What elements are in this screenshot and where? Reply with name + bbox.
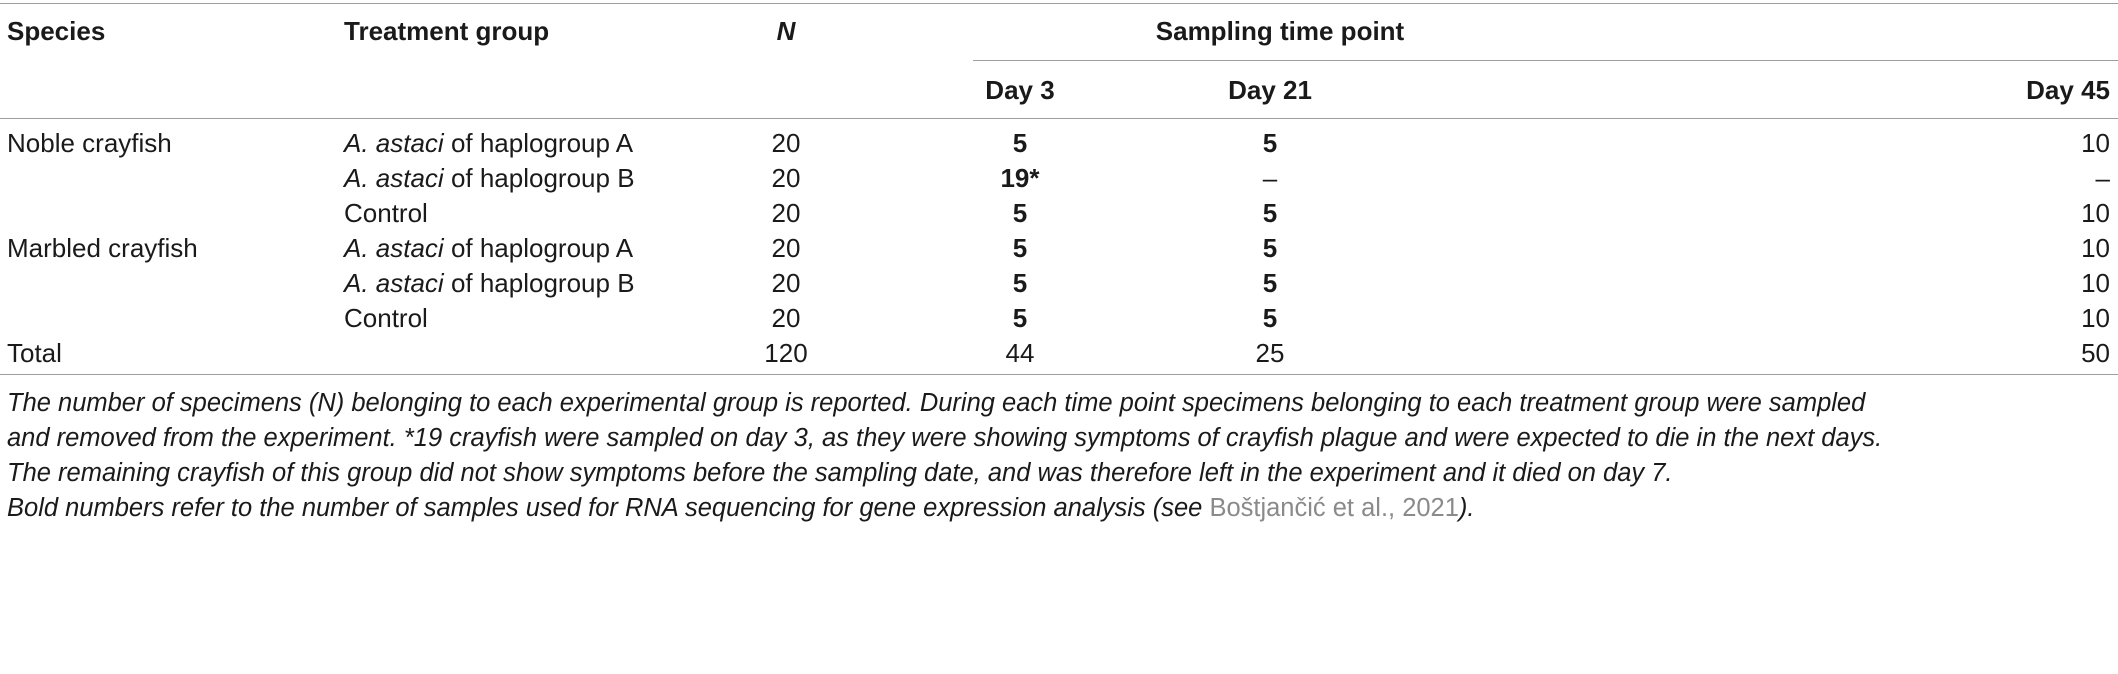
table-cell-day45: – bbox=[2095, 163, 2110, 193]
table-cell-n: 20 bbox=[771, 303, 801, 333]
header-treatment-group: Treatment group bbox=[344, 16, 550, 46]
treatment-italic: A. astaci bbox=[344, 163, 444, 193]
treatment-italic: A. astaci bbox=[344, 128, 444, 158]
treatment-italic: A. astaci bbox=[344, 233, 444, 263]
header-day21: Day 21 bbox=[1228, 75, 1312, 105]
treatment-italic: A. astaci bbox=[344, 268, 444, 298]
table-cell-day45: 10 bbox=[2081, 198, 2110, 228]
table-cell-day21: 5 bbox=[1262, 303, 1278, 333]
table-cell-day45: 10 bbox=[2081, 128, 2110, 158]
table-cell-treatment: Control bbox=[344, 303, 428, 333]
table-cell-day45: 10 bbox=[2081, 303, 2110, 333]
treatment-rest: Control bbox=[344, 198, 428, 228]
table-cell-day21: 25 bbox=[1255, 338, 1285, 368]
table-cell-day21: 5 bbox=[1262, 198, 1278, 228]
table-cell-day45: 10 bbox=[2081, 268, 2110, 298]
header-bottom-rule bbox=[0, 118, 2118, 119]
table-bottom-rule bbox=[0, 374, 2118, 375]
table-cell-species: Marbled crayfish bbox=[7, 233, 198, 263]
footnote-line-4: Bold numbers refer to the number of samp… bbox=[7, 493, 1475, 523]
table-cell-day21: 5 bbox=[1262, 233, 1278, 263]
treatment-rest: of haplogroup B bbox=[443, 163, 635, 193]
table-cell-day45: 50 bbox=[2081, 338, 2110, 368]
table-cell-treatment: A. astaci of haplogroup A bbox=[344, 128, 633, 158]
table-cell-day21: 5 bbox=[1262, 268, 1278, 298]
table-cell-day3: 44 bbox=[1005, 338, 1035, 368]
table-cell-treatment: A. astaci of haplogroup B bbox=[344, 268, 635, 298]
table-cell-species: Noble crayfish bbox=[7, 128, 172, 158]
table-cell-day3: 5 bbox=[1012, 198, 1028, 228]
footnote-line-2: and removed from the experiment. *19 cra… bbox=[7, 424, 1883, 452]
header-day3: Day 3 bbox=[985, 75, 1055, 105]
table-top-rule bbox=[0, 3, 2118, 4]
treatment-rest: of haplogroup A bbox=[443, 128, 634, 158]
table-cell-n: 20 bbox=[771, 233, 801, 263]
header-species: Species bbox=[7, 16, 106, 46]
header-sampling-time-point: Sampling time point bbox=[1155, 16, 1405, 46]
table-cell-treatment: A. astaci of haplogroup B bbox=[344, 163, 635, 193]
footnote-line-3: The remaining crayfish of this group did… bbox=[7, 459, 1673, 487]
table-cell-day3: 5 bbox=[1012, 303, 1028, 333]
table-cell-day21: 5 bbox=[1262, 128, 1278, 158]
footnote-line-1: The number of specimens (N) belonging to… bbox=[7, 389, 1866, 417]
table-cell-n: 20 bbox=[771, 163, 801, 193]
table-cell-day3: 5 bbox=[1012, 233, 1028, 263]
table-cell-n: 20 bbox=[771, 128, 801, 158]
table-cell-treatment: A. astaci of haplogroup A bbox=[344, 233, 633, 263]
citation-link[interactable]: Boštjančić et al., 2021 bbox=[1209, 494, 1459, 522]
treatment-rest: Control bbox=[344, 303, 428, 333]
table-cell-n: 20 bbox=[771, 198, 801, 228]
treatment-rest: of haplogroup B bbox=[443, 268, 635, 298]
table-cell-day3: 5 bbox=[1012, 128, 1028, 158]
table-cell-n: 20 bbox=[771, 268, 801, 298]
header-day45: Day 45 bbox=[2026, 75, 2110, 105]
table-cell-day3: 5 bbox=[1012, 268, 1028, 298]
table-cell-n: 120 bbox=[764, 338, 808, 368]
table-cell-species: Total bbox=[7, 338, 62, 368]
table-cell-day3: 19* bbox=[1000, 163, 1040, 193]
treatment-rest: of haplogroup A bbox=[443, 233, 634, 263]
footnote-text-end: ). bbox=[1458, 494, 1475, 522]
table-cell-day45: 10 bbox=[2081, 233, 2110, 263]
table-cell-day21: – bbox=[1262, 163, 1278, 193]
sampling-header-rule bbox=[973, 60, 2118, 61]
footnote-text: Bold numbers refer to the number of samp… bbox=[7, 494, 1210, 522]
header-n: N bbox=[776, 16, 796, 46]
table-cell-treatment: Control bbox=[344, 198, 428, 228]
